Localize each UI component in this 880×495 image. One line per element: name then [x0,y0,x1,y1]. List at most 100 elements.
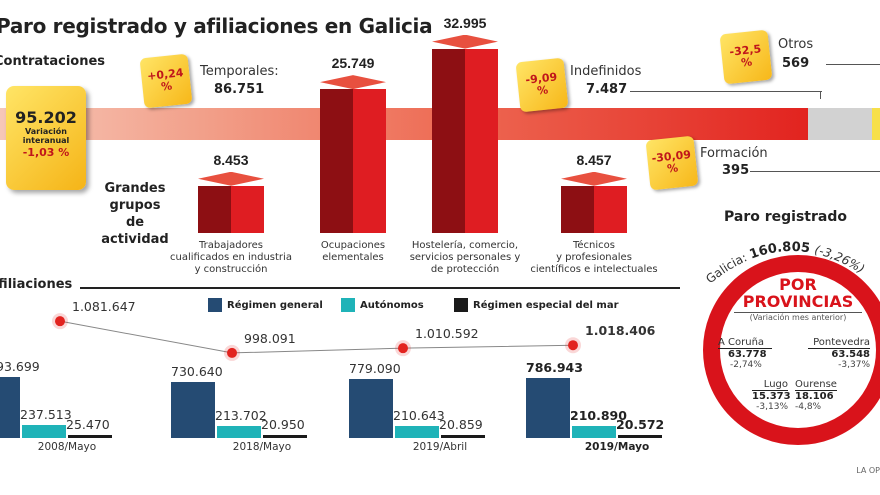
category-line: y profesionales [556,252,632,263]
activity-bar [432,34,498,233]
activity-bar [198,171,264,233]
activity-category-label: Técnicos y profesionales científicos e int… [524,240,664,276]
legend-regimen-general: Régimen general [208,298,323,312]
leader-formacion [750,171,880,172]
province-value: 15.373 [752,390,791,402]
total-contracts-label: Variación interanual [22,127,70,145]
afiliacion-bar-general [171,382,215,438]
leader-indefinidos-arrow [820,91,821,99]
totals-point [398,343,408,354]
totals-point-label: 1.081.647 [72,299,136,314]
legend-swatch-autonomos [341,298,355,312]
afiliacion-bar-value: 20.859 [439,417,483,432]
afiliacion-bar-value: 20.572 [616,417,665,432]
province-value: 63.548 [831,349,870,360]
leader-indefinidos [630,91,822,92]
afiliacion-period-label: 2019/Abril [412,441,468,453]
province-value: 18.106 [795,390,837,402]
totals-point-label: 1.010.592 [415,326,479,341]
page-title: Paro registrado y afiliaciones en Galici… [0,14,433,38]
contrataciones-heading: Contrataciones [0,54,106,69]
afiliacion-bar-mar [441,435,485,438]
legend-label-autonomos: Autónomos [360,299,424,311]
label-formacion: Formación [700,146,768,161]
category-line: y construcción [194,264,268,275]
bar-left-face [432,48,465,233]
afiliacion-bar-general [0,377,20,438]
total-contracts-value: 95.202 [15,108,77,127]
category-line: elementales [322,252,384,263]
totals-point [227,347,237,358]
afiliaciones-heading: Afiliaciones [0,277,73,292]
legend-swatch-mar [454,298,468,312]
legend-regimen-mar: Régimen especial del mar [454,298,619,312]
bar-right-face [353,89,386,233]
category-line: científicos e intelectuales [530,264,658,275]
category-line: cualificados en industria [170,252,292,263]
totals-polyline [59,320,574,354]
category-line: Técnicos [572,240,615,251]
contracts-band-gray [808,108,872,140]
province-change: -2,74% [730,360,762,370]
activity-category-label: Hostelería, comercio, servicios personale… [395,240,535,276]
activity-bar-value: 25.749 [331,55,375,72]
bar-left-face [561,185,594,233]
province-name: Lugo [763,379,788,390]
afiliacion-bar-autonomos [572,426,616,438]
paro-heading: Paro registrado [724,209,847,225]
activity-bar-value: 32.995 [443,14,487,31]
activity-category-label: Trabajadores cualificados en industria y c… [161,240,301,276]
afiliacion-bar-general [349,378,393,438]
bar-top-face [198,171,264,186]
label-indefinidos: Indefinidos [570,64,642,79]
totals-point [568,340,578,351]
province-ourense: Ourense 18.106 -4,8% [795,379,837,412]
bar-top-face [320,75,386,90]
activity-bar [320,75,386,233]
bar-right-face [231,185,264,233]
variation-note: (Variación mes anterior) [734,312,862,322]
divider-afiliaciones [80,287,680,289]
afiliacion-bar-autonomos [395,426,439,438]
category-line: Ocupaciones [320,240,386,251]
totals-point-label: 1.018.406 [585,323,656,338]
afiliacion-bar-value: 20.950 [261,417,305,432]
afiliacion-bar-value: 213.702 [215,408,267,424]
legend-label-general: Régimen general [227,299,323,311]
totals-point [55,316,65,327]
value-otros: 569 [782,56,810,71]
activity-category-label: Ocupaciones elementales [283,240,423,264]
total-contracts-badge: 95.202 Variación interanual -1,03 % [6,86,86,190]
source-credit: LA OP [856,466,880,475]
por-label: POR [779,275,817,294]
afiliacion-bar-value: 210.643 [393,408,445,424]
label-temporales: Temporales: [200,64,279,79]
legend-autonomos: Autónomos [341,298,424,312]
province-value: 63.778 [728,349,767,360]
value-formacion: 395 [722,163,750,178]
afiliacion-bar-value: 210.890 [570,408,627,424]
afiliacion-period-label: 2019/Mayo [584,441,650,453]
afiliacion-bar-value: 237.513 [20,406,72,422]
afiliacion-bar-value: 93.699 [0,359,40,375]
total-contracts-change: -1,03 % [22,146,70,159]
galicia-total-arc-text: Galicia: 160.805 (-3,26%) [703,240,867,286]
legend-label-mar: Régimen especial del mar [473,299,619,311]
province-change: -3,37% [838,360,870,370]
province-name: A Coruña [718,337,773,349]
afiliacion-bar-value: 786.943 [526,360,583,375]
province-a-coruna: A Coruña 63.778 -2,74% [718,337,773,370]
afiliacion-bar-mar [618,435,662,438]
value-temporales: 86.751 [214,82,265,97]
category-line: Hostelería, comercio, [411,240,519,251]
provincias-label: PROVINCIAS [742,292,854,311]
label-otros: Otros [778,37,814,52]
value-indefinidos: 7.487 [586,82,628,97]
afiliacion-bar-mar [68,435,112,438]
category-line: servicios personales y [409,252,521,263]
afiliacion-bar-value: 25.470 [66,417,110,432]
province-name: Ourense [795,379,837,390]
leader-otros [826,64,880,65]
province-change: -3,13% [756,402,788,412]
